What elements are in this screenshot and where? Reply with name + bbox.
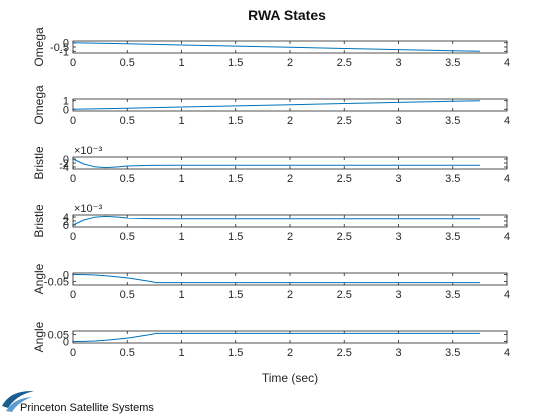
x-tick-label: 3.5 — [445, 57, 460, 69]
x-tick-label: 0 — [70, 57, 76, 69]
x-tick-label: 1.5 — [228, 231, 243, 243]
x-tick-label: 3 — [395, 231, 401, 243]
x-tick-label: 2 — [287, 347, 293, 359]
x-tick-label: 3 — [395, 289, 401, 301]
x-tick-label: 2 — [287, 173, 293, 185]
x-tick-label: 2.5 — [337, 289, 352, 301]
x-tick-label: 2.5 — [337, 347, 352, 359]
y-tick-label: 0 — [63, 220, 69, 232]
y-exponent-label: ×10⁻³ — [74, 203, 102, 215]
x-tick-label: 0 — [70, 173, 76, 185]
subplot-1: 0 0.5 1 1.5 2 2.5 3 3.5 4 0-0.5-1 Omega — [32, 27, 510, 69]
x-tick-label: 2.5 — [337, 173, 352, 185]
x-tick-label: 3 — [395, 173, 401, 185]
y-tick-label: -1 — [59, 46, 69, 58]
x-tick-label: 2 — [287, 115, 293, 127]
y-tick-label: 2 — [63, 216, 69, 228]
chart-title: RWA States — [248, 7, 326, 23]
x-tick-label: 1 — [178, 289, 184, 301]
x-tick-label: 2.5 — [337, 57, 352, 69]
y-tick-label: -0.05 — [44, 276, 69, 288]
x-tick-label: 4 — [504, 347, 510, 359]
y-tick-label: 0 — [63, 269, 69, 281]
x-tick-label: 3 — [395, 347, 401, 359]
x-tick-label: 1.5 — [228, 289, 243, 301]
series-line — [72, 100, 480, 110]
x-tick-label: 3.5 — [445, 347, 460, 359]
x-tick-label: 1.5 — [228, 115, 243, 127]
y-tick-label: 0.05 — [48, 330, 69, 342]
x-tick-label: 3 — [395, 57, 401, 69]
swoosh-icon — [2, 390, 34, 412]
x-tick-label: 1.5 — [228, 57, 243, 69]
x-tick-label: 0.5 — [120, 115, 135, 127]
subplot-3: 0 0.5 1 1.5 2 2.5 3 3.5 4 0-2-4 Bristle ×10⁻³ — [32, 145, 510, 185]
y-tick-label: -0.5 — [50, 42, 69, 54]
x-tick-label: 0.5 — [120, 289, 135, 301]
princeton-logo: Princeton Satellite Systems — [2, 390, 154, 414]
x-tick-label: 4 — [504, 115, 510, 127]
y-axis-label: Angle — [32, 263, 46, 294]
x-tick-label: 1 — [178, 231, 184, 243]
logo-text: Princeton Satellite Systems — [20, 402, 154, 414]
x-tick-label: 2.5 — [337, 115, 352, 127]
x-tick-label: 1 — [178, 115, 184, 127]
x-tick-label: 3.5 — [445, 231, 460, 243]
x-tick-label: 3 — [395, 115, 401, 127]
y-axis-label: Omega — [32, 85, 46, 125]
x-tick-label: 4 — [504, 289, 510, 301]
x-tick-label: 2.5 — [337, 231, 352, 243]
x-tick-label: 4 — [504, 231, 510, 243]
series-line — [72, 42, 480, 52]
y-tick-label: 1 — [63, 96, 69, 108]
x-tick-label: 3.5 — [445, 289, 460, 301]
x-tick-label: 1 — [178, 347, 184, 359]
series-line — [72, 158, 480, 169]
y-tick-label: -2 — [59, 158, 69, 170]
x-tick-label: 2 — [287, 289, 293, 301]
x-tick-label: 2 — [287, 57, 293, 69]
x-axis-label: Time (sec) — [262, 371, 318, 385]
x-tick-label: 0.5 — [120, 57, 135, 69]
x-tick-label: 1.5 — [228, 173, 243, 185]
y-tick-label: 0 — [63, 104, 69, 116]
series-line — [72, 332, 480, 343]
y-exponent-label: ×10⁻³ — [74, 145, 102, 157]
y-tick-label: 0 — [63, 337, 69, 349]
series-line — [72, 215, 480, 226]
y-axis-label: Bristle — [32, 146, 46, 180]
y-tick-label: 0 — [63, 154, 69, 166]
subplot-6: 0 0.5 1 1.5 2 2.5 3 3.5 4 0.050 Angle — [32, 321, 510, 359]
x-tick-label: 0.5 — [120, 347, 135, 359]
x-tick-label: 0.5 — [120, 173, 135, 185]
x-tick-label: 0.5 — [120, 231, 135, 243]
x-tick-label: 4 — [504, 57, 510, 69]
y-tick-label: 0 — [63, 38, 69, 50]
y-axis-label: Omega — [32, 27, 46, 67]
x-tick-label: 4 — [504, 173, 510, 185]
x-tick-label: 3.5 — [445, 115, 460, 127]
x-tick-label: 1.5 — [228, 347, 243, 359]
x-tick-label: 0 — [70, 115, 76, 127]
x-tick-label: 0 — [70, 231, 76, 243]
x-tick-label: 1 — [178, 57, 184, 69]
x-tick-label: 0 — [70, 289, 76, 301]
series-line — [72, 273, 480, 284]
y-axis-label: Bristle — [32, 204, 46, 238]
x-tick-label: 1 — [178, 173, 184, 185]
y-tick-label: -4 — [59, 162, 69, 174]
x-tick-label: 2 — [287, 231, 293, 243]
y-axis-label: Angle — [32, 321, 46, 352]
x-tick-label: 3.5 — [445, 173, 460, 185]
y-tick-label: 4 — [63, 212, 69, 224]
x-tick-label: 0 — [70, 347, 76, 359]
